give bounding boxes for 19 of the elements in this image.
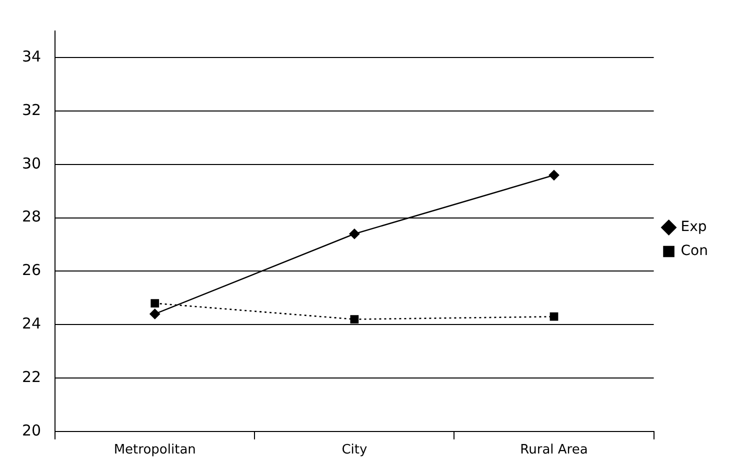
point: [150, 299, 160, 308]
point: [350, 315, 359, 324]
y-tick-label: 32: [22, 100, 42, 119]
y-tick-label: 22: [22, 368, 42, 386]
point: [550, 312, 558, 321]
y-tick-label: 28: [22, 208, 42, 226]
x-tick-label: Rural Area: [520, 442, 588, 458]
x-tick-label: Metropolitan: [114, 442, 196, 458]
y-tick-label: 30: [22, 154, 42, 172]
legend-label: Exp: [680, 219, 707, 236]
point: [349, 228, 360, 240]
y-tick-label: 34: [22, 48, 42, 66]
legend-label: Con: [680, 243, 708, 260]
point: [150, 308, 160, 320]
y-tick-label: 26: [22, 261, 42, 280]
y-tick-label: 24: [22, 314, 42, 333]
x-tick-label: City: [342, 442, 368, 458]
y-tick-label: 20: [22, 421, 42, 440]
point: [548, 170, 560, 180]
